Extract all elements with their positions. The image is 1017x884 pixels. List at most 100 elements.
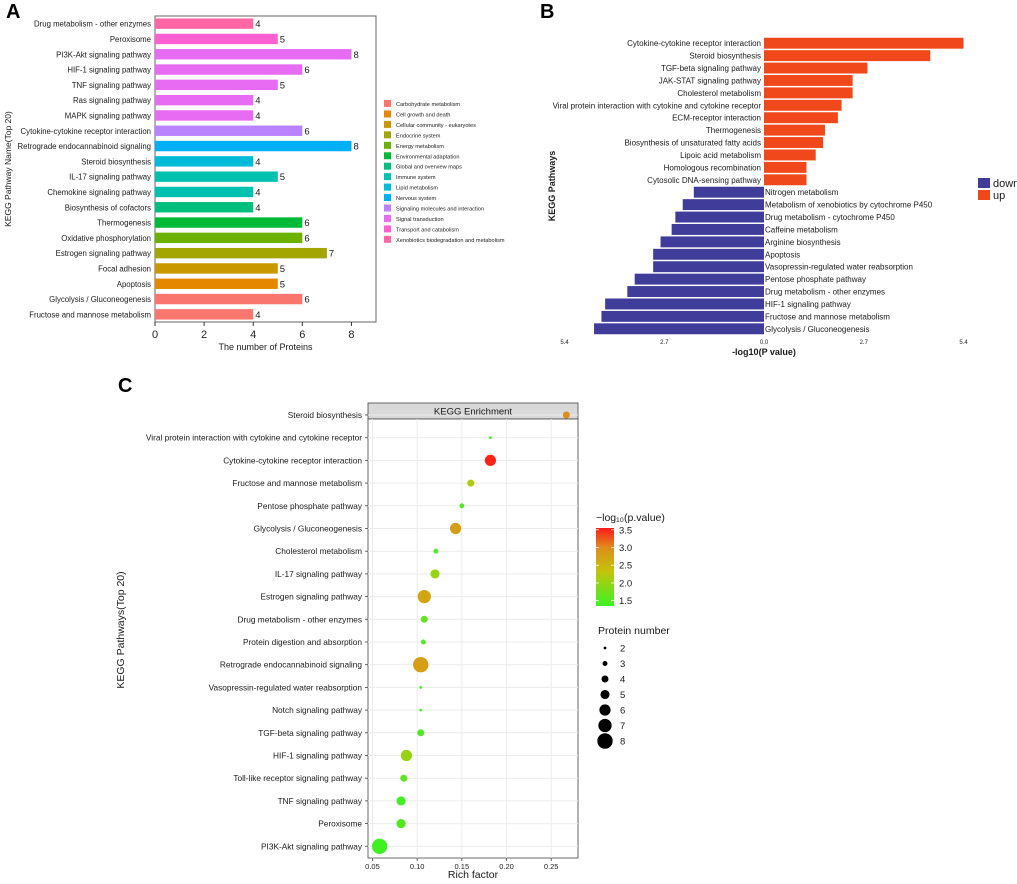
chart-b-category-label: Fructose and mannose metabolism [765, 312, 890, 321]
chart-a-value-label: 5 [280, 172, 285, 183]
chart-a-value-label: 6 [304, 126, 309, 137]
chart-a-legend-swatch [384, 194, 391, 202]
chart-a-category-label: HIF-1 signaling pathway [67, 66, 151, 75]
chart-a-category-label: Fructose and mannose metabolism [29, 310, 151, 319]
chart-c-size-legend-dot [600, 689, 610, 700]
chart-a-category-label: Chemokine signaling pathway [47, 188, 151, 197]
chart-b-bar [671, 223, 764, 235]
chart-b-category-label: Steroid biosynthesis [689, 52, 761, 61]
chart-b-bar [764, 50, 931, 62]
chart-c-category-label: Viral protein interaction with cytokine … [146, 433, 362, 443]
chart-b-x-tick-label: 0.0 [760, 340, 769, 346]
chart-c-point [430, 569, 440, 579]
chart-b-x-tick-label: 5.4 [560, 340, 569, 346]
chart-c-size-legend-dot [599, 704, 611, 716]
chart-b-category-label: Drug metabolism - cytochrome P450 [765, 213, 895, 222]
chart-a-category-label: Ras signaling pathway [73, 96, 151, 105]
chart-a-category-label: Cytokine-cytokine receptor interaction [21, 127, 151, 136]
chart-a-legend-swatch [384, 173, 391, 181]
chart-a-legend-label: Xenobiotics biodegradation and metabolis… [396, 238, 505, 244]
chart-c-category-label: Cytokine-cytokine receptor interaction [223, 455, 362, 465]
chart-a-legend-swatch [384, 162, 391, 170]
chart-c-category-label: Glycolysis / Gluconeogenesis [254, 524, 362, 534]
chart-a-value-label: 6 [304, 65, 309, 76]
chart-a-x-axis-label: The number of Proteins [218, 342, 313, 352]
chart-a-category-label: Retrograde endocannabinoid signaling [17, 142, 151, 151]
chart-c-point [459, 503, 465, 509]
chart-b-category-label: Thermogenesis [706, 126, 761, 135]
chart-a-legend-label: Cell growth and death [396, 112, 450, 118]
chart-a-legend-swatch [384, 141, 391, 149]
chart-c-category-label: Steroid biosynthesis [288, 410, 362, 420]
chart-a-category-label: IL-17 signaling pathway [69, 173, 151, 182]
chart-a-legend-swatch [384, 235, 391, 243]
chart-a-bar [155, 309, 254, 320]
chart-c-point [396, 819, 406, 829]
chart-b-legend-swatch [978, 178, 990, 188]
chart-c-size-legend-label: 6 [620, 706, 625, 717]
chart-c-point [371, 838, 388, 854]
chart-a-bar [155, 140, 352, 152]
chart-c-category-label: Pentose phosphate pathway [257, 501, 363, 511]
chart-c-point [484, 454, 497, 466]
chart-c-category-label: HIF-1 signaling pathway [273, 751, 363, 761]
chart-c-size-legend-label: 5 [620, 690, 625, 701]
chart-a-bar [155, 94, 254, 106]
chart-b-bar [601, 310, 764, 322]
chart-b-bar [693, 186, 764, 198]
chart-a-legend-label: Endocrine system [396, 133, 441, 139]
chart-b-bar [764, 161, 807, 173]
chart-b-bar [764, 112, 838, 124]
chart-a-bar [155, 156, 254, 167]
chart-c-category-label: PI3K-Akt signaling pathway [261, 841, 363, 851]
chart-a-legend-label: Immune system [396, 175, 436, 181]
chart-b-legend-label: down [993, 178, 1017, 190]
chart-b-category-label: ECM-receptor interaction [672, 114, 761, 123]
chart-c-title: KEGG Enrichment [434, 407, 512, 418]
chart-a-plot-area [154, 15, 377, 323]
chart-c-color-legend-label: 1.5 [619, 596, 632, 607]
chart-a-value-label: 6 [304, 233, 309, 244]
chart-a-legend-label: Signal transduction [396, 217, 444, 223]
chart-c-size-legend-dot [597, 733, 613, 749]
chart-b-bar [660, 236, 764, 248]
chart-b-y-axis-label: KEGG Pathways [547, 151, 557, 222]
chart-b-category-label: Arginine biosynthesis [765, 238, 841, 247]
chart-a-value-label: 5 [280, 279, 285, 290]
chart-c-category-label: Retrograde endocannabinoid signaling [220, 660, 362, 670]
chart-b-legend-label: up [993, 190, 1005, 202]
chart-a-bar [155, 232, 303, 244]
chart-c-size-legend-label: 8 [620, 737, 625, 748]
chart-a-bar [155, 18, 254, 29]
chart-c-category-label: Cholesterol metabolism [275, 546, 362, 556]
chart-b-bar [764, 62, 868, 74]
chart-a-legend-label: Environmental adaptation [396, 154, 459, 160]
chart-a-legend-swatch [384, 110, 391, 118]
chart-a-category-label: Estrogen signaling pathway [56, 249, 151, 258]
chart-a-legend-label: Global and overview maps [396, 165, 462, 171]
chart-a-legend-swatch [384, 100, 391, 107]
chart-a-legend-label: Signaling molecules and interaction [396, 207, 484, 213]
chart-b-x-tick-label: 2.7 [660, 340, 669, 346]
chart-c-point [449, 522, 462, 535]
chart-b-bar [764, 99, 842, 111]
chart-c-size-legend-title: Protein number [598, 625, 670, 637]
chart-c-color-legend-label: 2.0 [619, 578, 632, 589]
chart-c-point [400, 774, 408, 782]
chart-c-size-legend-dot [603, 646, 607, 650]
chart-b-bar [682, 199, 764, 211]
chart-a-legend-label: Energy metabolism [396, 144, 444, 150]
chart-b-bar [634, 273, 764, 285]
chart-c-point [413, 657, 429, 673]
chart-a-x-tick-label: 8 [348, 329, 354, 341]
chart-a-x-tick-label: 0 [152, 329, 158, 341]
chart-a-x-tick-label: 4 [250, 329, 256, 341]
chart-b-category-label: TGF-beta signaling pathway [661, 64, 761, 73]
chart-a-legend-label: Cellular community - eukaryotes [396, 123, 476, 129]
chart-a-category-label: Oxidative phosphorylation [61, 234, 151, 243]
chart-a-value-label: 8 [353, 50, 358, 61]
chart-c-point [396, 796, 406, 806]
chart-c-category-label: IL-17 signaling pathway [275, 569, 363, 579]
chart-a-legend-swatch [384, 204, 391, 212]
